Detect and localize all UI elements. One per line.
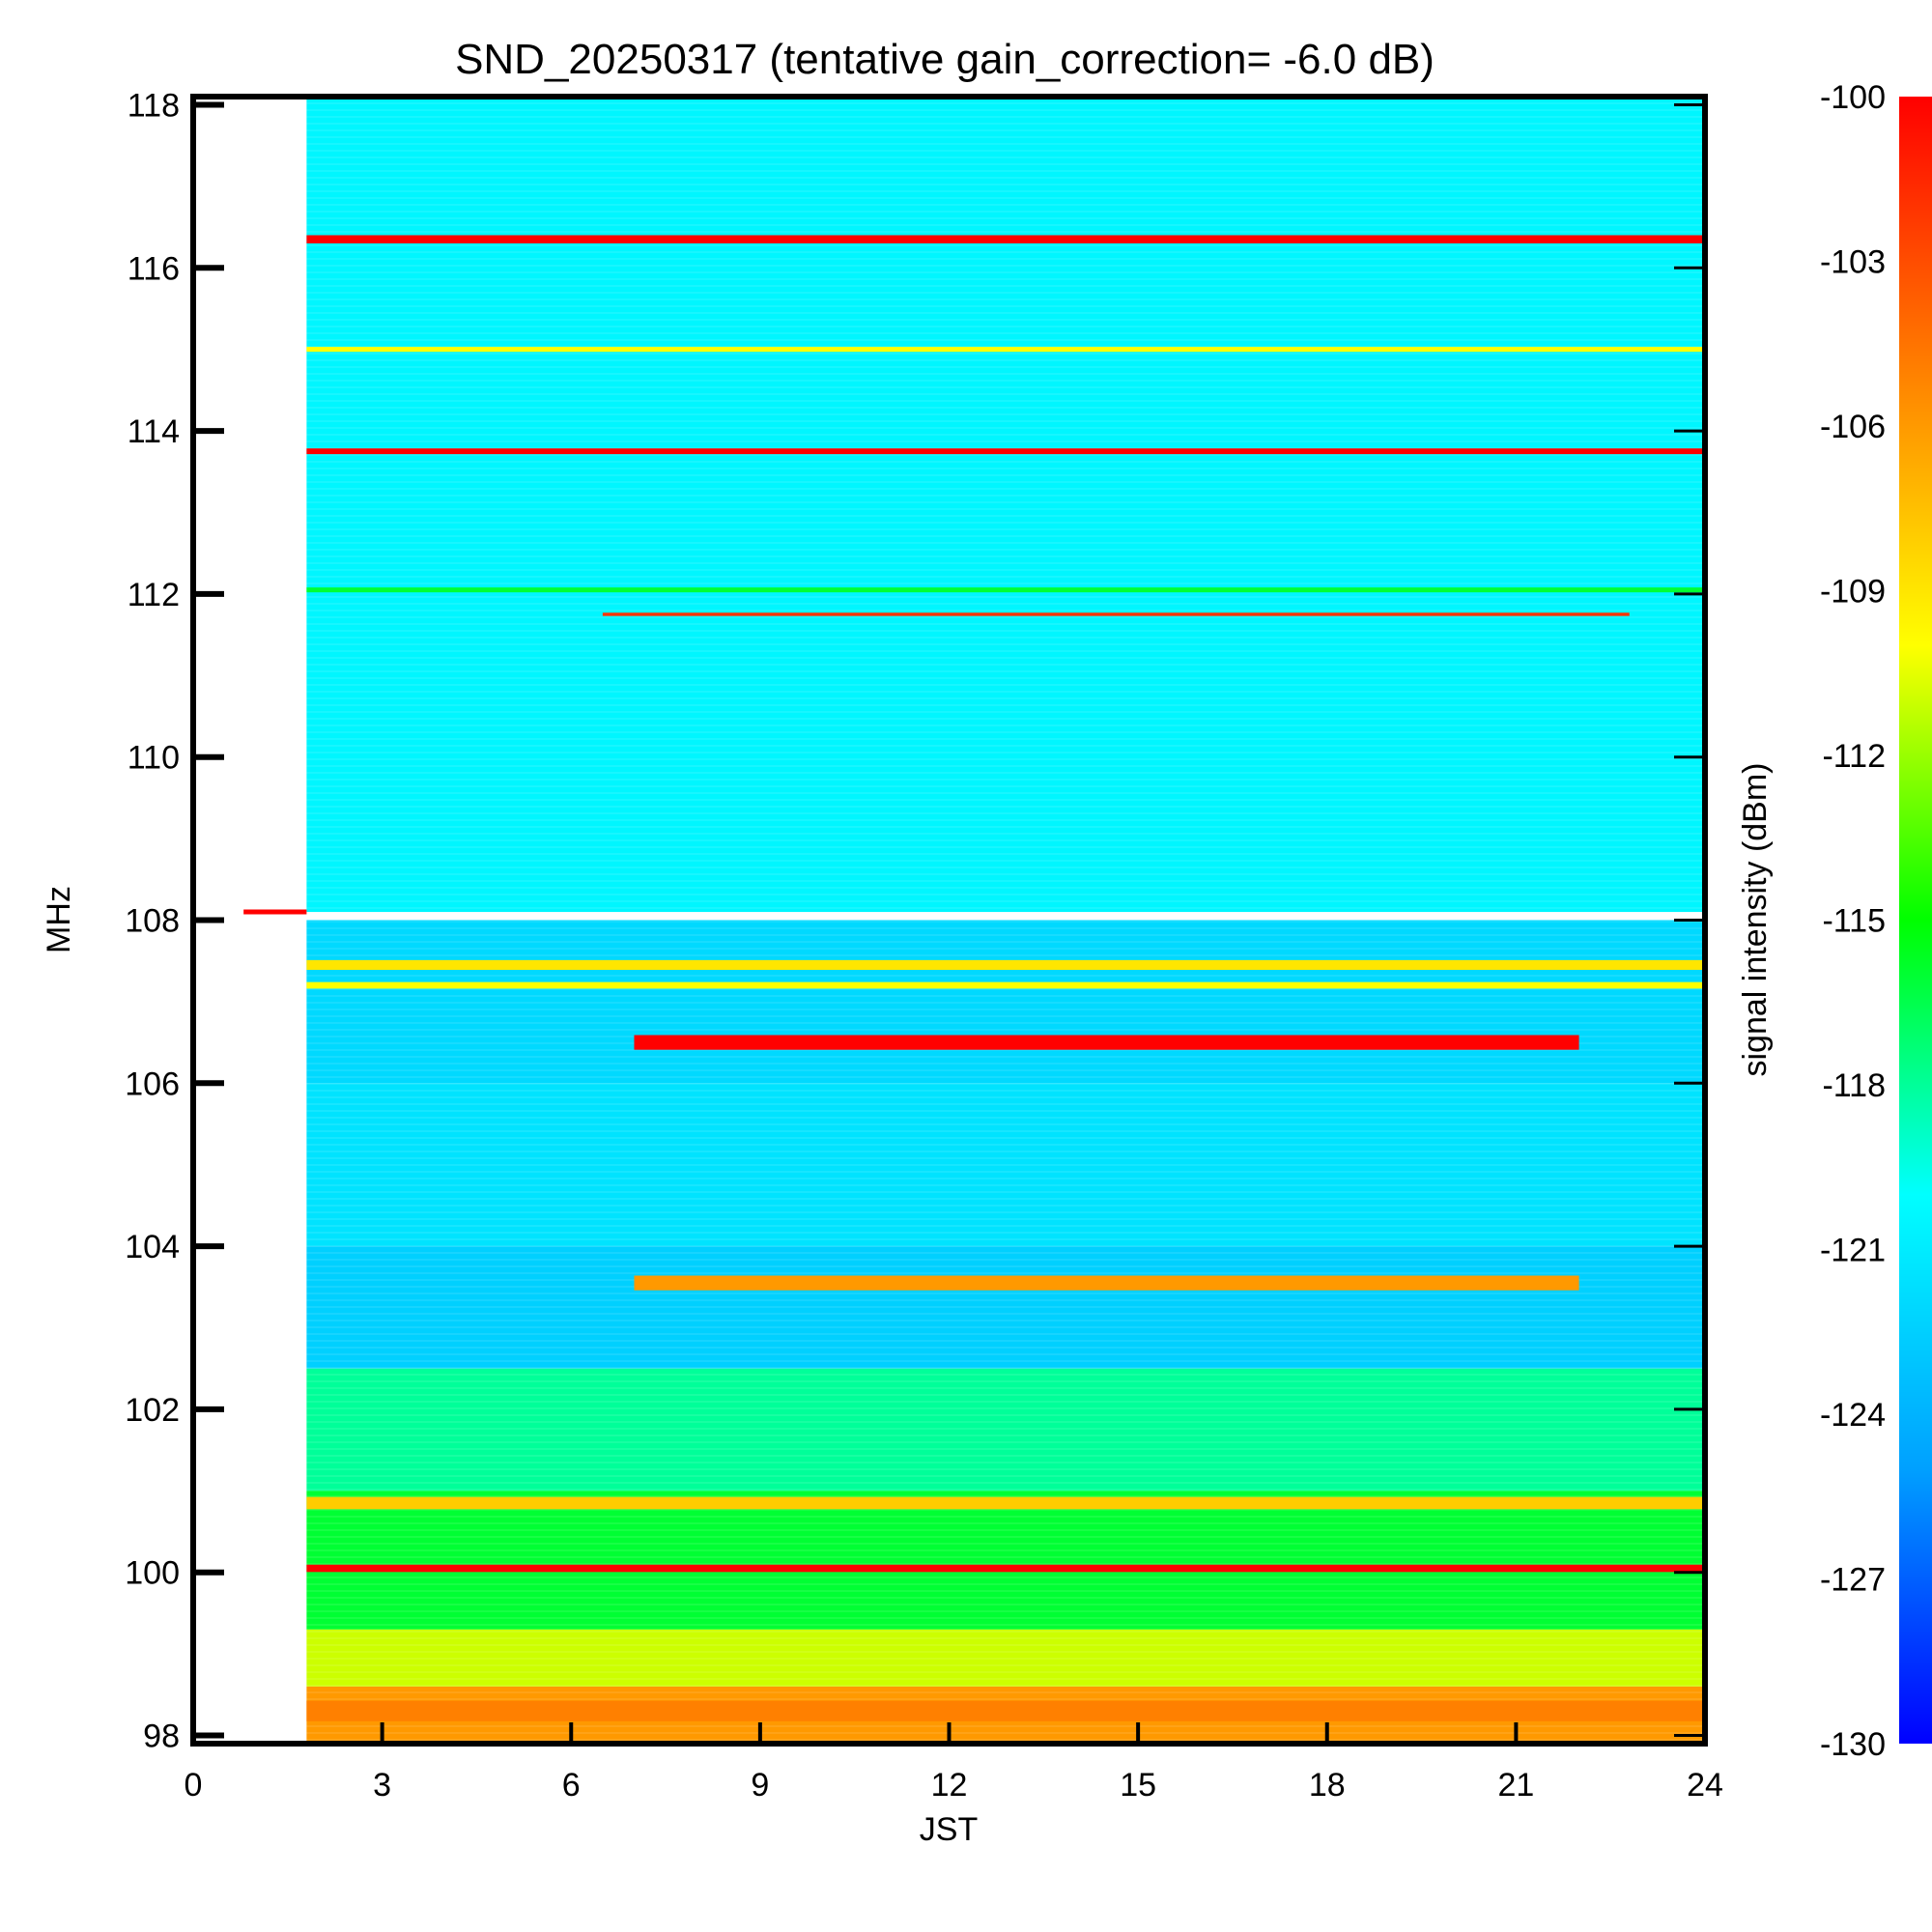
y-tick-label: 102 — [125, 1392, 180, 1429]
signal-line — [306, 981, 1705, 989]
colorbar-tick-label: -109 — [1820, 574, 1886, 611]
x-tick-label: 12 — [931, 1767, 968, 1804]
heatmap-area — [306, 96, 1705, 1744]
colorbar-tick-label: -118 — [1822, 1067, 1886, 1104]
y-tick-label: 116 — [128, 250, 180, 287]
y-tick-label: 114 — [128, 413, 180, 450]
x-tick-label: 15 — [1120, 1767, 1156, 1804]
strong-signal-lines — [306, 235, 1705, 1721]
y-tick-label: 118 — [128, 87, 180, 124]
x-tick-label: 0 — [185, 1767, 203, 1804]
signal-line — [634, 1035, 1579, 1050]
y-axis-ticks: 98 100 102 104 106 108 110 112 114 116 118 — [125, 87, 1705, 1755]
chart-title: SND_20250317 (tentative gain_correction=… — [455, 36, 1435, 83]
signal-line — [306, 1496, 1705, 1510]
x-axis-title: JST — [920, 1811, 978, 1848]
x-tick-label: 3 — [373, 1767, 391, 1804]
x-tick-label: 24 — [1687, 1767, 1723, 1804]
heatmap-band — [306, 1629, 1705, 1687]
heatmap-band — [306, 97, 1705, 913]
signal-line — [306, 448, 1705, 455]
colorbar — [1899, 97, 1932, 1744]
y-tick-label: 100 — [125, 1555, 180, 1592]
signal-line — [602, 612, 1630, 616]
heatmap-band — [306, 1083, 1705, 1247]
signal-line — [306, 587, 1705, 593]
colorbar-tick-label: -115 — [1822, 903, 1886, 940]
signal-line — [634, 1275, 1579, 1291]
y-tick-label: 98 — [143, 1719, 180, 1755]
x-tick-label: 6 — [562, 1767, 581, 1804]
colorbar-tick-label: -100 — [1820, 79, 1886, 116]
y-tick-label: 108 — [125, 903, 180, 940]
colorbar-tick-label: -106 — [1820, 409, 1886, 445]
signal-line — [306, 959, 1705, 970]
heatmap-band — [306, 1368, 1705, 1492]
colorbar-tick-label: -124 — [1820, 1397, 1886, 1434]
heatmap-band — [306, 1491, 1705, 1630]
signal-line — [306, 1700, 1705, 1721]
signal-line — [306, 347, 1705, 353]
heatmap-band — [306, 1246, 1705, 1369]
y-axis-title: MHz — [41, 886, 77, 953]
heatmap-band — [306, 920, 1705, 1084]
y-tick-label: 112 — [128, 577, 180, 613]
colorbar-tick-label: -130 — [1820, 1726, 1886, 1763]
x-tick-label: 9 — [751, 1767, 769, 1804]
x-tick-label: 18 — [1309, 1767, 1346, 1804]
x-tick-label: 21 — [1497, 1767, 1534, 1804]
y-tick-label: 110 — [128, 740, 180, 777]
colorbar-title: signal intensity (dBm) — [1737, 762, 1774, 1076]
signal-line — [306, 235, 1705, 243]
colorbar-tick-label: -103 — [1820, 244, 1886, 281]
colorbar-tick-label: -127 — [1820, 1562, 1886, 1599]
colorbar-tick-label: -121 — [1820, 1233, 1886, 1269]
colorbar-tick-label: -112 — [1822, 738, 1886, 775]
y-tick-label: 106 — [125, 1065, 180, 1102]
x-axis-ticks: 0 3 6 9 12 15 18 21 24 — [185, 1722, 1723, 1804]
colorbar-ticks: -100 -103 -106 -109 -112 -115 -118 -121 -124 -127… — [1820, 79, 1886, 1763]
y-tick-label: 104 — [125, 1229, 180, 1265]
signal-line — [306, 1564, 1705, 1573]
